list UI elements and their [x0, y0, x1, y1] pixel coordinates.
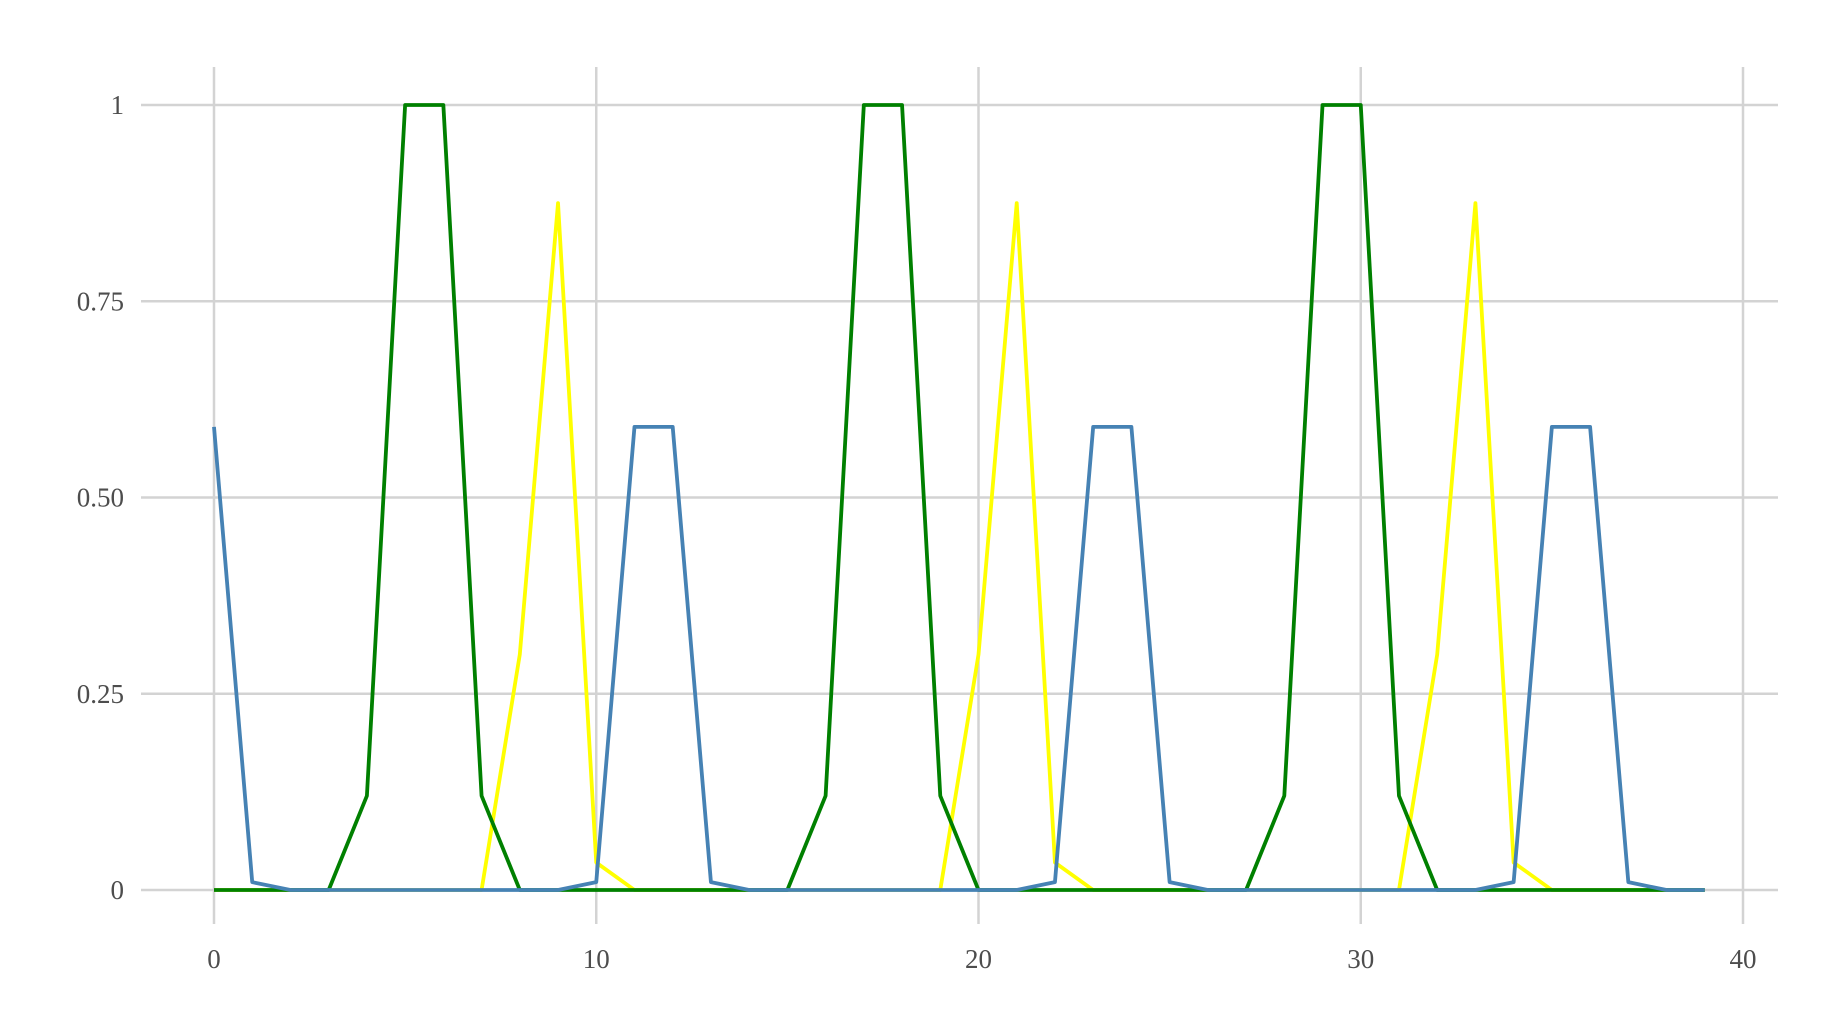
- y-tick-label: 0: [111, 875, 125, 905]
- x-tick-label: 30: [1347, 944, 1374, 974]
- series-line-2: [212, 424, 1705, 892]
- grid: [141, 67, 1778, 924]
- series-line-0: [214, 201, 1705, 892]
- x-tick-label: 20: [965, 944, 992, 974]
- y-tick-label: 0.25: [77, 679, 124, 709]
- x-tick-label: 40: [1730, 944, 1757, 974]
- x-tick-label: 0: [207, 944, 221, 974]
- x-tick-label: 10: [583, 944, 610, 974]
- y-tick-label: 1: [111, 90, 125, 120]
- y-tick-label: 0.50: [77, 483, 124, 513]
- series-layer: [212, 103, 1705, 892]
- y-axis-ticks: 0 0.25 0.50 0.75 1: [77, 90, 124, 905]
- y-tick-label: 0.75: [77, 286, 124, 316]
- x-axis-ticks: 0 10 20 30 40: [207, 944, 1756, 974]
